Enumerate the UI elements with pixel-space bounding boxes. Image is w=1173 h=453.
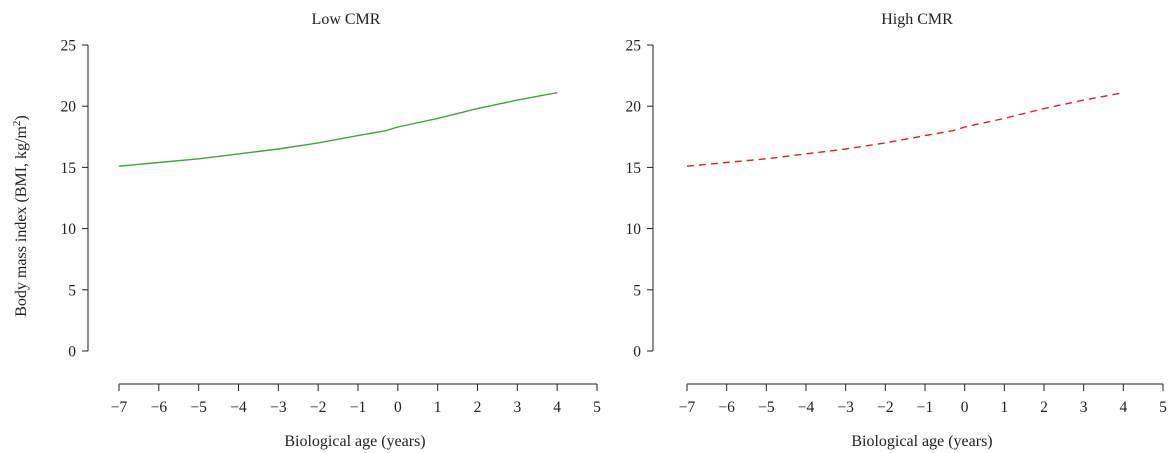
y-tick-label-low-cmr: 5	[68, 282, 76, 299]
x-tick-label-low-cmr: −4	[230, 399, 247, 416]
x-tick-label-high-cmr: 4	[1119, 399, 1127, 416]
x-tick-label-low-cmr: −3	[270, 399, 287, 416]
x-tick-label-high-cmr: 3	[1080, 399, 1088, 416]
x-tick-label-low-cmr: 2	[474, 399, 482, 416]
x-tick-label-high-cmr: −7	[679, 399, 696, 416]
y-axis-title-end: )	[13, 115, 30, 120]
x-tick-label-low-cmr: 0	[394, 399, 402, 416]
x-tick-label-low-cmr: −5	[190, 399, 207, 416]
x-tick-label-low-cmr: −6	[151, 399, 168, 416]
x-tick-label-low-cmr: −7	[111, 399, 128, 416]
y-axis-title-sup: 2	[11, 121, 23, 127]
y-tick-label-high-cmr: 10	[626, 221, 642, 238]
x-axis-title-high-cmr: Biological age (years)	[851, 433, 992, 450]
x-tick-label-low-cmr: 1	[434, 399, 442, 416]
x-tick-label-low-cmr: 4	[553, 399, 561, 416]
panel-title-low-cmr: Low CMR	[312, 11, 381, 28]
x-axis-title-low-cmr: Biological age (years)	[284, 433, 425, 450]
x-tick-label-low-cmr: −2	[310, 399, 327, 416]
series-line-high-cmr	[686, 92, 1124, 167]
x-tick-label-high-cmr: 5	[1159, 399, 1167, 416]
x-tick-label-low-cmr: 3	[513, 399, 521, 416]
y-axis-title: Body mass index (BMI, kg/m2)	[11, 115, 30, 317]
x-tick-label-low-cmr: −1	[350, 399, 367, 416]
x-tick-label-high-cmr: −5	[758, 399, 775, 416]
y-tick-label-high-cmr: 0	[633, 344, 641, 361]
y-tick-label-high-cmr: 5	[633, 282, 641, 299]
x-tick-label-high-cmr: −3	[837, 399, 854, 416]
plot-area-high-cmr: 0 5 10 15 20 25 −7 −6 −5 −4 −3 −2 −1 0 1 2 3 4 5	[626, 38, 1168, 417]
x-tick-label-high-cmr: 1	[1000, 399, 1008, 416]
y-tick-label-high-cmr: 15	[626, 160, 642, 177]
y-tick-label-low-cmr: 20	[61, 99, 77, 116]
y-tick-label-low-cmr: 25	[61, 38, 77, 55]
panel-low-cmr: Low CMR 0 5 10 15 20 25 −7 −6 −5 −4 −3 −2 −1 0 1 2 3 4 5 B…	[61, 11, 602, 450]
y-axis-title-main: Body mass index (BMI, kg/m	[13, 126, 30, 317]
x-tick-label-high-cmr: −2	[877, 399, 894, 416]
x-tick-label-high-cmr: −1	[917, 399, 934, 416]
x-tick-label-high-cmr: −6	[718, 399, 735, 416]
y-tick-label-high-cmr: 20	[626, 99, 642, 116]
y-tick-label-low-cmr: 10	[61, 221, 77, 238]
series-line-low-cmr	[118, 92, 558, 167]
panel-title-high-cmr: High CMR	[881, 11, 953, 28]
x-tick-label-high-cmr: 2	[1040, 399, 1048, 416]
y-tick-label-low-cmr: 0	[68, 344, 76, 361]
x-tick-label-high-cmr: −4	[798, 399, 815, 416]
y-tick-label-high-cmr: 25	[626, 38, 642, 55]
x-tick-label-low-cmr: 5	[593, 399, 601, 416]
x-tick-label-high-cmr: 0	[961, 399, 969, 416]
y-tick-label-low-cmr: 15	[61, 160, 77, 177]
plot-area-low-cmr: 0 5 10 15 20 25 −7 −6 −5 −4 −3 −2 −1 0 1 2 3 4 5	[61, 38, 602, 417]
